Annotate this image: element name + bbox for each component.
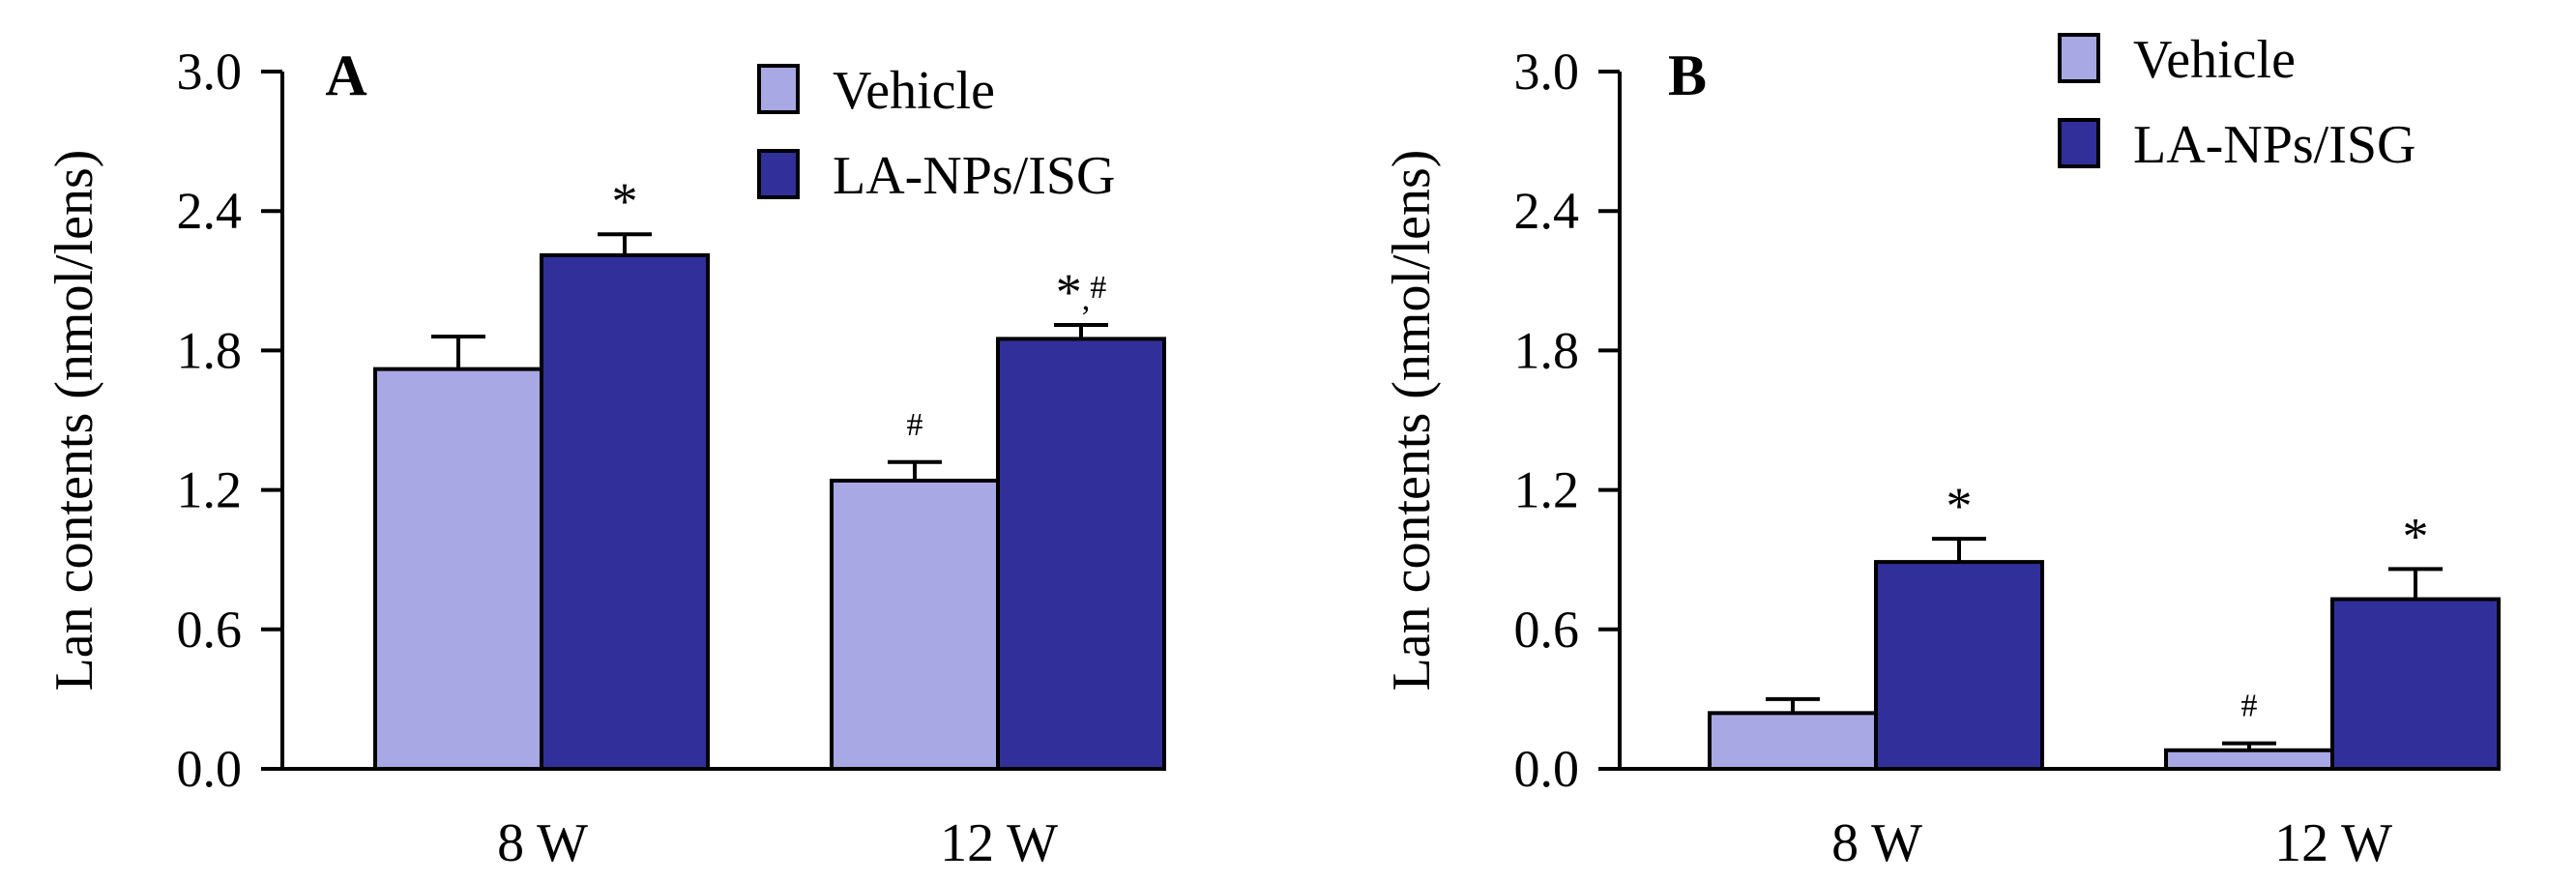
panel-a-y-axis-title: Lan contents (nmol/lens) xyxy=(44,150,104,691)
panel-b-x-tick-label: 8 W xyxy=(1831,813,1922,873)
panel-b-y-tick-label: 0.0 xyxy=(1514,740,1580,798)
panel-a-bar xyxy=(540,252,710,771)
panel-a-significance-mark: * xyxy=(612,172,638,230)
panel-b-legend-swatch xyxy=(2058,33,2100,83)
panel-a-legend-swatch xyxy=(757,149,800,199)
panel-a-x-tick-label: 12 W xyxy=(940,813,1058,873)
panel-a-bar xyxy=(830,478,1000,771)
panel-a-y-tick-label: 0.6 xyxy=(177,601,243,659)
panel-a-bar xyxy=(996,337,1166,771)
panel-b-x-tick-label: 12 W xyxy=(2274,813,2392,873)
panel-a-y-tick-label: 3.0 xyxy=(177,43,243,101)
panel-b-y-tick-label: 0.6 xyxy=(1514,601,1580,659)
panel-a-legend-label: Vehicle xyxy=(833,61,995,121)
panel-b-bar xyxy=(1708,711,1878,772)
panel-b-label: B xyxy=(1668,44,1707,107)
panel-b-significance-mark: * xyxy=(1947,477,1973,535)
panel-b-y-tick-label: 1.8 xyxy=(1514,321,1580,379)
panel-a-y-tick-label: 2.4 xyxy=(177,182,243,240)
panel-b-bar xyxy=(2330,597,2501,771)
panel-a-legend-swatch xyxy=(757,64,800,114)
panel-a-y-tick-label: 0.0 xyxy=(177,740,243,798)
panel-b-legend-label: LA-NPs/ISG xyxy=(2133,115,2415,175)
panel-b-y-axis-title: Lan contents (nmol/lens) xyxy=(1382,150,1442,691)
panel-a-legend-label: LA-NPs/ISG xyxy=(833,146,1115,206)
panel-b-legend-label: Vehicle xyxy=(2133,30,2296,90)
panel-b-y-tick-label: 2.4 xyxy=(1514,182,1580,240)
panel-b-significance-mark: * xyxy=(2403,507,2429,565)
panel-b-bar xyxy=(2164,748,2334,771)
panel-b-legend-swatch xyxy=(2058,118,2100,168)
panel-a-y-tick-label: 1.2 xyxy=(177,461,243,519)
panel-a-significance-mark: # xyxy=(907,407,923,443)
panel-a-bar xyxy=(373,367,543,771)
panel-a-significance-mark: *,# xyxy=(1056,263,1107,321)
panel-b-bar xyxy=(1874,560,2044,771)
panel-a-y-tick-label: 1.8 xyxy=(177,321,243,379)
panel-a-label: A xyxy=(325,44,366,107)
panel-b-y-tick-label: 3.0 xyxy=(1514,43,1580,101)
panel-b-y-tick-label: 1.2 xyxy=(1514,461,1580,519)
panel-a-x-tick-label: 8 W xyxy=(497,813,588,873)
panel-b-significance-mark: # xyxy=(2241,689,2258,724)
